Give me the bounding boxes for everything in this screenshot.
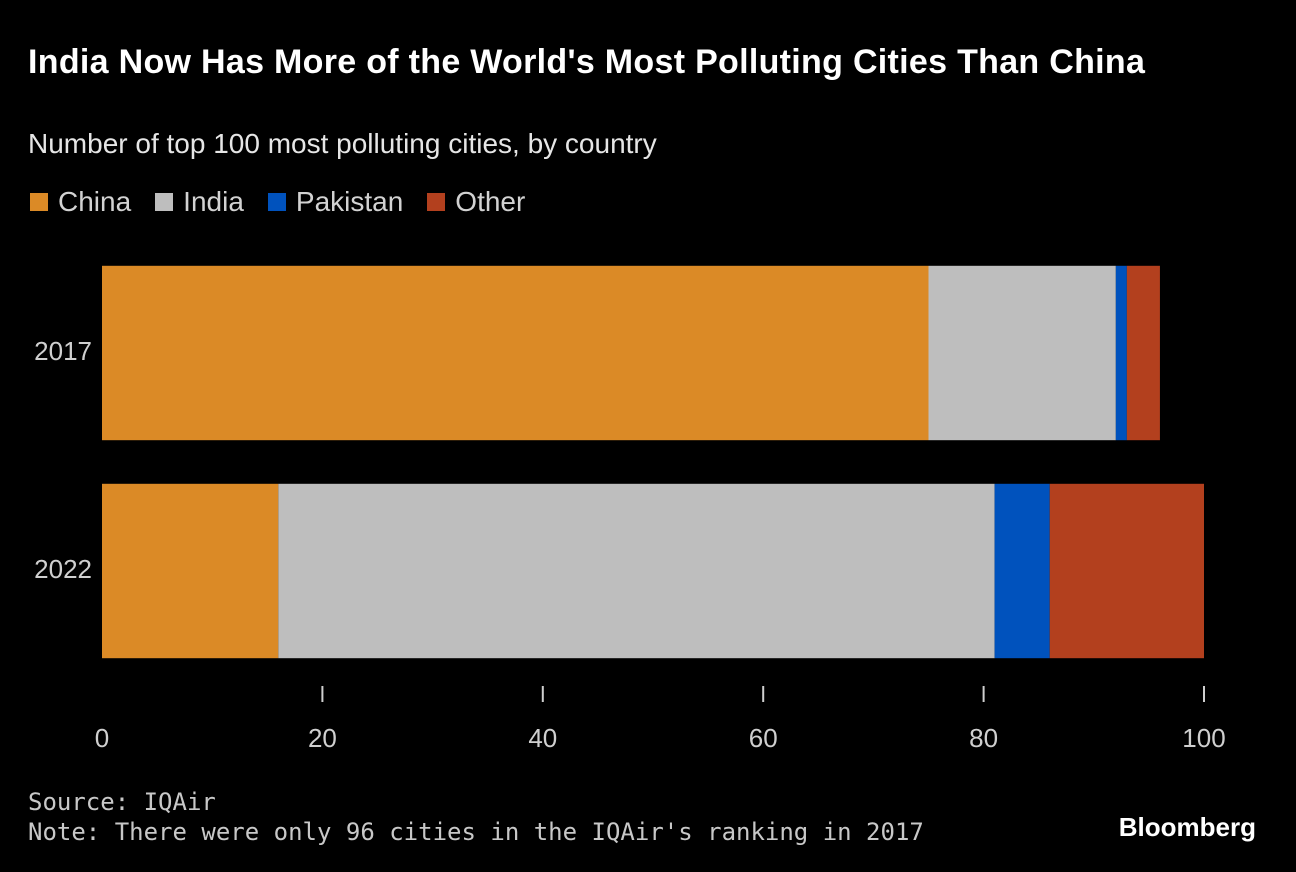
bar-segment <box>102 265 929 441</box>
x-tick-label: 20 <box>308 723 337 753</box>
x-tick-label: 100 <box>1182 723 1225 753</box>
x-tick-label: 60 <box>749 723 778 753</box>
bar-segment <box>102 483 279 659</box>
y-tick-label: 2017 <box>34 336 92 366</box>
y-tick-label: 2022 <box>34 554 92 584</box>
bar-segment <box>1049 483 1204 659</box>
legend-swatch <box>155 193 174 211</box>
legend-label: China <box>58 186 132 217</box>
bar-segment <box>278 483 995 659</box>
chart-title: India Now Has More of the World's Most P… <box>28 43 1146 81</box>
legend-label: Other <box>455 186 526 217</box>
x-tick-label: 80 <box>969 723 998 753</box>
bar-segment <box>994 483 1050 659</box>
legend-label: India <box>183 186 244 217</box>
legend-label: Pakistan <box>295 186 404 217</box>
brand: Bloomberg <box>1118 812 1256 842</box>
legend-swatch <box>30 193 48 211</box>
source: Source: IQAir <box>28 788 216 816</box>
x-tick-label: 40 <box>528 723 557 753</box>
bar-segment <box>1126 265 1160 441</box>
x-tick-label: 0 <box>95 723 109 753</box>
legend-item: India <box>155 186 244 218</box>
legend-swatch <box>427 193 446 211</box>
bar-segment <box>928 265 1116 441</box>
legend-item: Other <box>427 186 525 218</box>
legend: China India Pakistan Other <box>30 186 525 218</box>
bar-segment <box>1115 265 1127 441</box>
note: Note: There were only 96 cities in the I… <box>28 818 924 846</box>
chart-subtitle: Number of top 100 most polluting cities,… <box>28 128 657 159</box>
legend-item: Pakistan <box>267 186 404 218</box>
legend-swatch <box>267 193 286 211</box>
legend-item: China <box>30 186 131 218</box>
